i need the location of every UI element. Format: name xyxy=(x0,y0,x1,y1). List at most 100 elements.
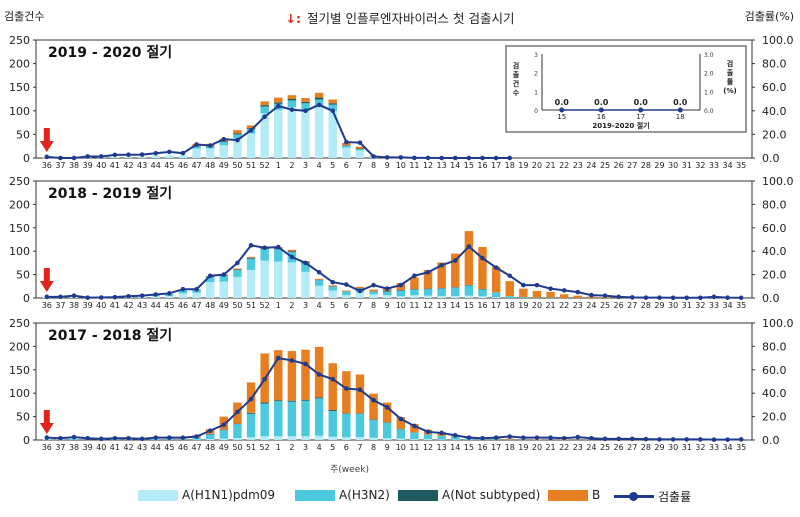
rate-point xyxy=(221,422,227,428)
bar-h1n1 xyxy=(205,282,215,298)
rate-point xyxy=(112,152,118,158)
rate-point xyxy=(207,273,213,279)
x-tick-label: 29 xyxy=(654,161,664,170)
inset-left-tick: 0 xyxy=(534,108,538,115)
bar-h3n2 xyxy=(219,276,229,282)
x-tick-label: 15 xyxy=(464,161,474,170)
right-tick-label: 0.0 xyxy=(762,292,780,305)
x-tick-label: 47 xyxy=(191,301,201,310)
rate-point xyxy=(235,409,240,415)
rate-point xyxy=(439,262,444,268)
bar-b xyxy=(382,402,392,423)
bar-b xyxy=(505,281,514,297)
rate-point xyxy=(371,154,376,159)
bar-h1n1 xyxy=(355,292,365,298)
right-tick-label: 20.0 xyxy=(762,269,787,282)
x-tick-label: 22 xyxy=(559,443,569,452)
x-tick-label: 6 xyxy=(344,443,349,452)
panel-frame xyxy=(35,180,753,299)
bar-h3n2 xyxy=(301,400,310,437)
bar-h3n2 xyxy=(328,410,337,437)
x-tick-label: 37 xyxy=(55,161,65,170)
x-tick-label: 8 xyxy=(371,161,376,170)
x-tick-label: 39 xyxy=(83,301,93,310)
bar-h1n1 xyxy=(410,439,419,440)
rate-point xyxy=(452,258,458,263)
rate-point xyxy=(738,437,744,442)
bar-b xyxy=(314,346,324,398)
bar-h3n2 xyxy=(205,276,215,283)
x-tick-label: 29 xyxy=(654,301,664,310)
x-tick-label: 46 xyxy=(178,161,188,170)
rate-point xyxy=(371,397,376,403)
x-tick-label: 23 xyxy=(573,443,583,452)
rate-point xyxy=(289,107,295,112)
left-tick-label: 250 xyxy=(9,34,30,47)
x-tick-label: 26 xyxy=(614,161,624,170)
rate-point xyxy=(493,435,499,440)
rate-point xyxy=(425,155,431,161)
bar-h1n1 xyxy=(355,437,365,440)
rate-point xyxy=(194,434,199,439)
rate-point xyxy=(357,387,363,392)
x-tick-label: 14 xyxy=(450,443,460,452)
rate-point xyxy=(289,358,295,363)
inset-x-tick-label: 16 xyxy=(597,113,606,121)
bar-h1n1 xyxy=(314,285,324,298)
bar-b xyxy=(546,291,555,298)
x-tick-label: 5 xyxy=(330,301,335,310)
first-detection-arrow-head xyxy=(39,141,54,152)
x-tick-label: 14 xyxy=(450,161,460,170)
x-tick-label: 44 xyxy=(151,301,161,310)
rate-point xyxy=(711,294,717,300)
x-tick-label: 23 xyxy=(573,161,583,170)
bar-b xyxy=(328,99,337,104)
x-tick-label: 41 xyxy=(110,443,120,452)
bar-b xyxy=(301,98,310,102)
bar-h3n2 xyxy=(342,291,351,296)
bar-h1n1 xyxy=(219,145,229,158)
bar-h1n1 xyxy=(219,281,229,298)
x-tick-label: 44 xyxy=(151,443,161,452)
bar-b xyxy=(355,146,365,149)
bar-b xyxy=(410,424,419,433)
x-tick-label: 38 xyxy=(69,161,79,170)
x-tick-label: 17 xyxy=(491,443,501,452)
bar-h3n2 xyxy=(491,292,501,298)
bar-h3n2 xyxy=(205,434,215,440)
right-tick-label: 40.0 xyxy=(762,245,787,258)
bar-h1n1 xyxy=(491,297,501,298)
bar-h1n1 xyxy=(423,295,433,298)
bar-h3n2 xyxy=(69,439,79,440)
right-tick-label: 60.0 xyxy=(762,81,787,94)
bar-h1n1 xyxy=(274,436,283,440)
legend: A(H1N1)pdm09 A(H3N2) A(Not subtyped) B 검출률 xyxy=(0,488,800,508)
x-tick-label: 5 xyxy=(330,161,335,170)
rate-point xyxy=(330,376,336,382)
first-detection-arrow xyxy=(39,410,54,434)
rate-point xyxy=(344,139,349,145)
x-tick-label: 51 xyxy=(246,161,256,170)
x-tick-label: 38 xyxy=(69,443,79,452)
x-tick-label: 7 xyxy=(357,301,362,310)
bar-b xyxy=(328,363,337,411)
x-tick-label: 45 xyxy=(164,161,174,170)
legend-item-rate: 검출률 xyxy=(614,488,691,505)
rate-point xyxy=(684,437,690,442)
right-tick-label: 60.0 xyxy=(762,364,787,377)
legend-item-h3n2: A(H3N2) xyxy=(295,488,390,502)
rate-point xyxy=(207,428,213,433)
x-tick-label: 42 xyxy=(123,161,133,170)
rate-point xyxy=(167,435,172,440)
bar-h1n1 xyxy=(396,438,406,440)
first-detection-arrow-head xyxy=(39,281,54,292)
left-tick-label: 100 xyxy=(9,105,30,118)
x-axis-title: 주(week) xyxy=(330,465,369,475)
legend-item-not_subtyped: A(Not subtyped) xyxy=(398,488,540,502)
rate-point xyxy=(98,154,104,159)
bar-h1n1 xyxy=(437,439,446,441)
legend-swatch-h3n2 xyxy=(295,489,335,501)
rate-point xyxy=(589,292,594,298)
inset-left-tick: 2 xyxy=(534,71,538,78)
bar-h3n2 xyxy=(464,285,474,296)
